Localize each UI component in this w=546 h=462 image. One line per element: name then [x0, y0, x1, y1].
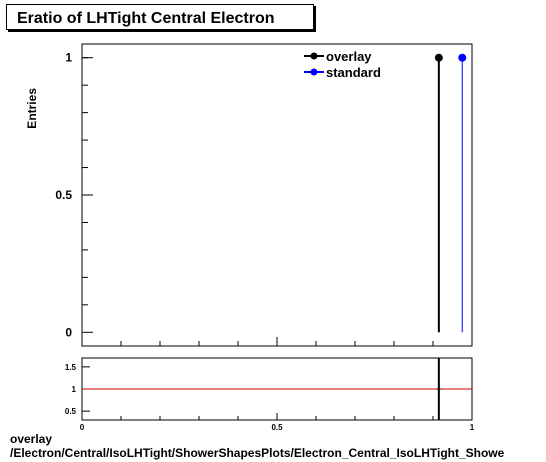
legend-label: overlay: [326, 49, 372, 64]
ratio-x-tick-label: 0: [80, 423, 85, 432]
legend-swatch-marker: [310, 52, 318, 60]
footer-path: /Electron/Central/IsoLHTight/ShowerShape…: [10, 446, 505, 460]
legend-label: standard: [326, 65, 381, 80]
ratio-y-tick-label: 1.5: [65, 363, 77, 372]
ratio-y-tick-label: 0.5: [65, 407, 77, 416]
ratio-x-tick-label: 1: [470, 423, 475, 432]
ratio-y-tick-label: 1: [72, 385, 77, 394]
ratio-x-tick-label: 0.5: [271, 423, 283, 432]
legend-swatch-marker: [310, 68, 318, 76]
y-tick-label: 1: [65, 51, 72, 65]
title-box: Eratio of LHTight Central Electron: [6, 4, 314, 30]
footer-label: overlay: [10, 432, 53, 446]
y-axis-label: Entries: [25, 88, 39, 129]
main-plot-frame: [81, 43, 473, 347]
data-point: [434, 53, 443, 62]
y-tick-label: 0: [65, 325, 72, 339]
ratio-data-point: [437, 387, 441, 391]
data-point: [458, 53, 467, 62]
y-tick-label: 0.5: [55, 188, 72, 202]
chart-title: Eratio of LHTight Central Electron: [17, 10, 275, 27]
